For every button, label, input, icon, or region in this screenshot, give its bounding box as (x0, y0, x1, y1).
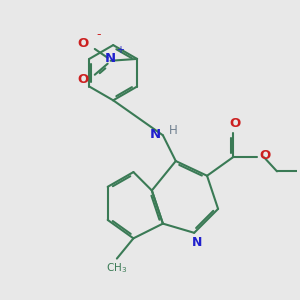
Text: O: O (78, 74, 89, 86)
Text: H: H (168, 124, 177, 137)
Text: CH$_3$: CH$_3$ (106, 262, 127, 275)
Text: O: O (78, 37, 89, 50)
Text: -: - (96, 28, 101, 41)
Text: N: N (192, 236, 202, 250)
Text: O: O (230, 118, 241, 130)
Text: N: N (150, 128, 161, 141)
Text: O: O (259, 149, 270, 162)
Text: N: N (105, 52, 116, 65)
Text: +: + (116, 45, 124, 56)
